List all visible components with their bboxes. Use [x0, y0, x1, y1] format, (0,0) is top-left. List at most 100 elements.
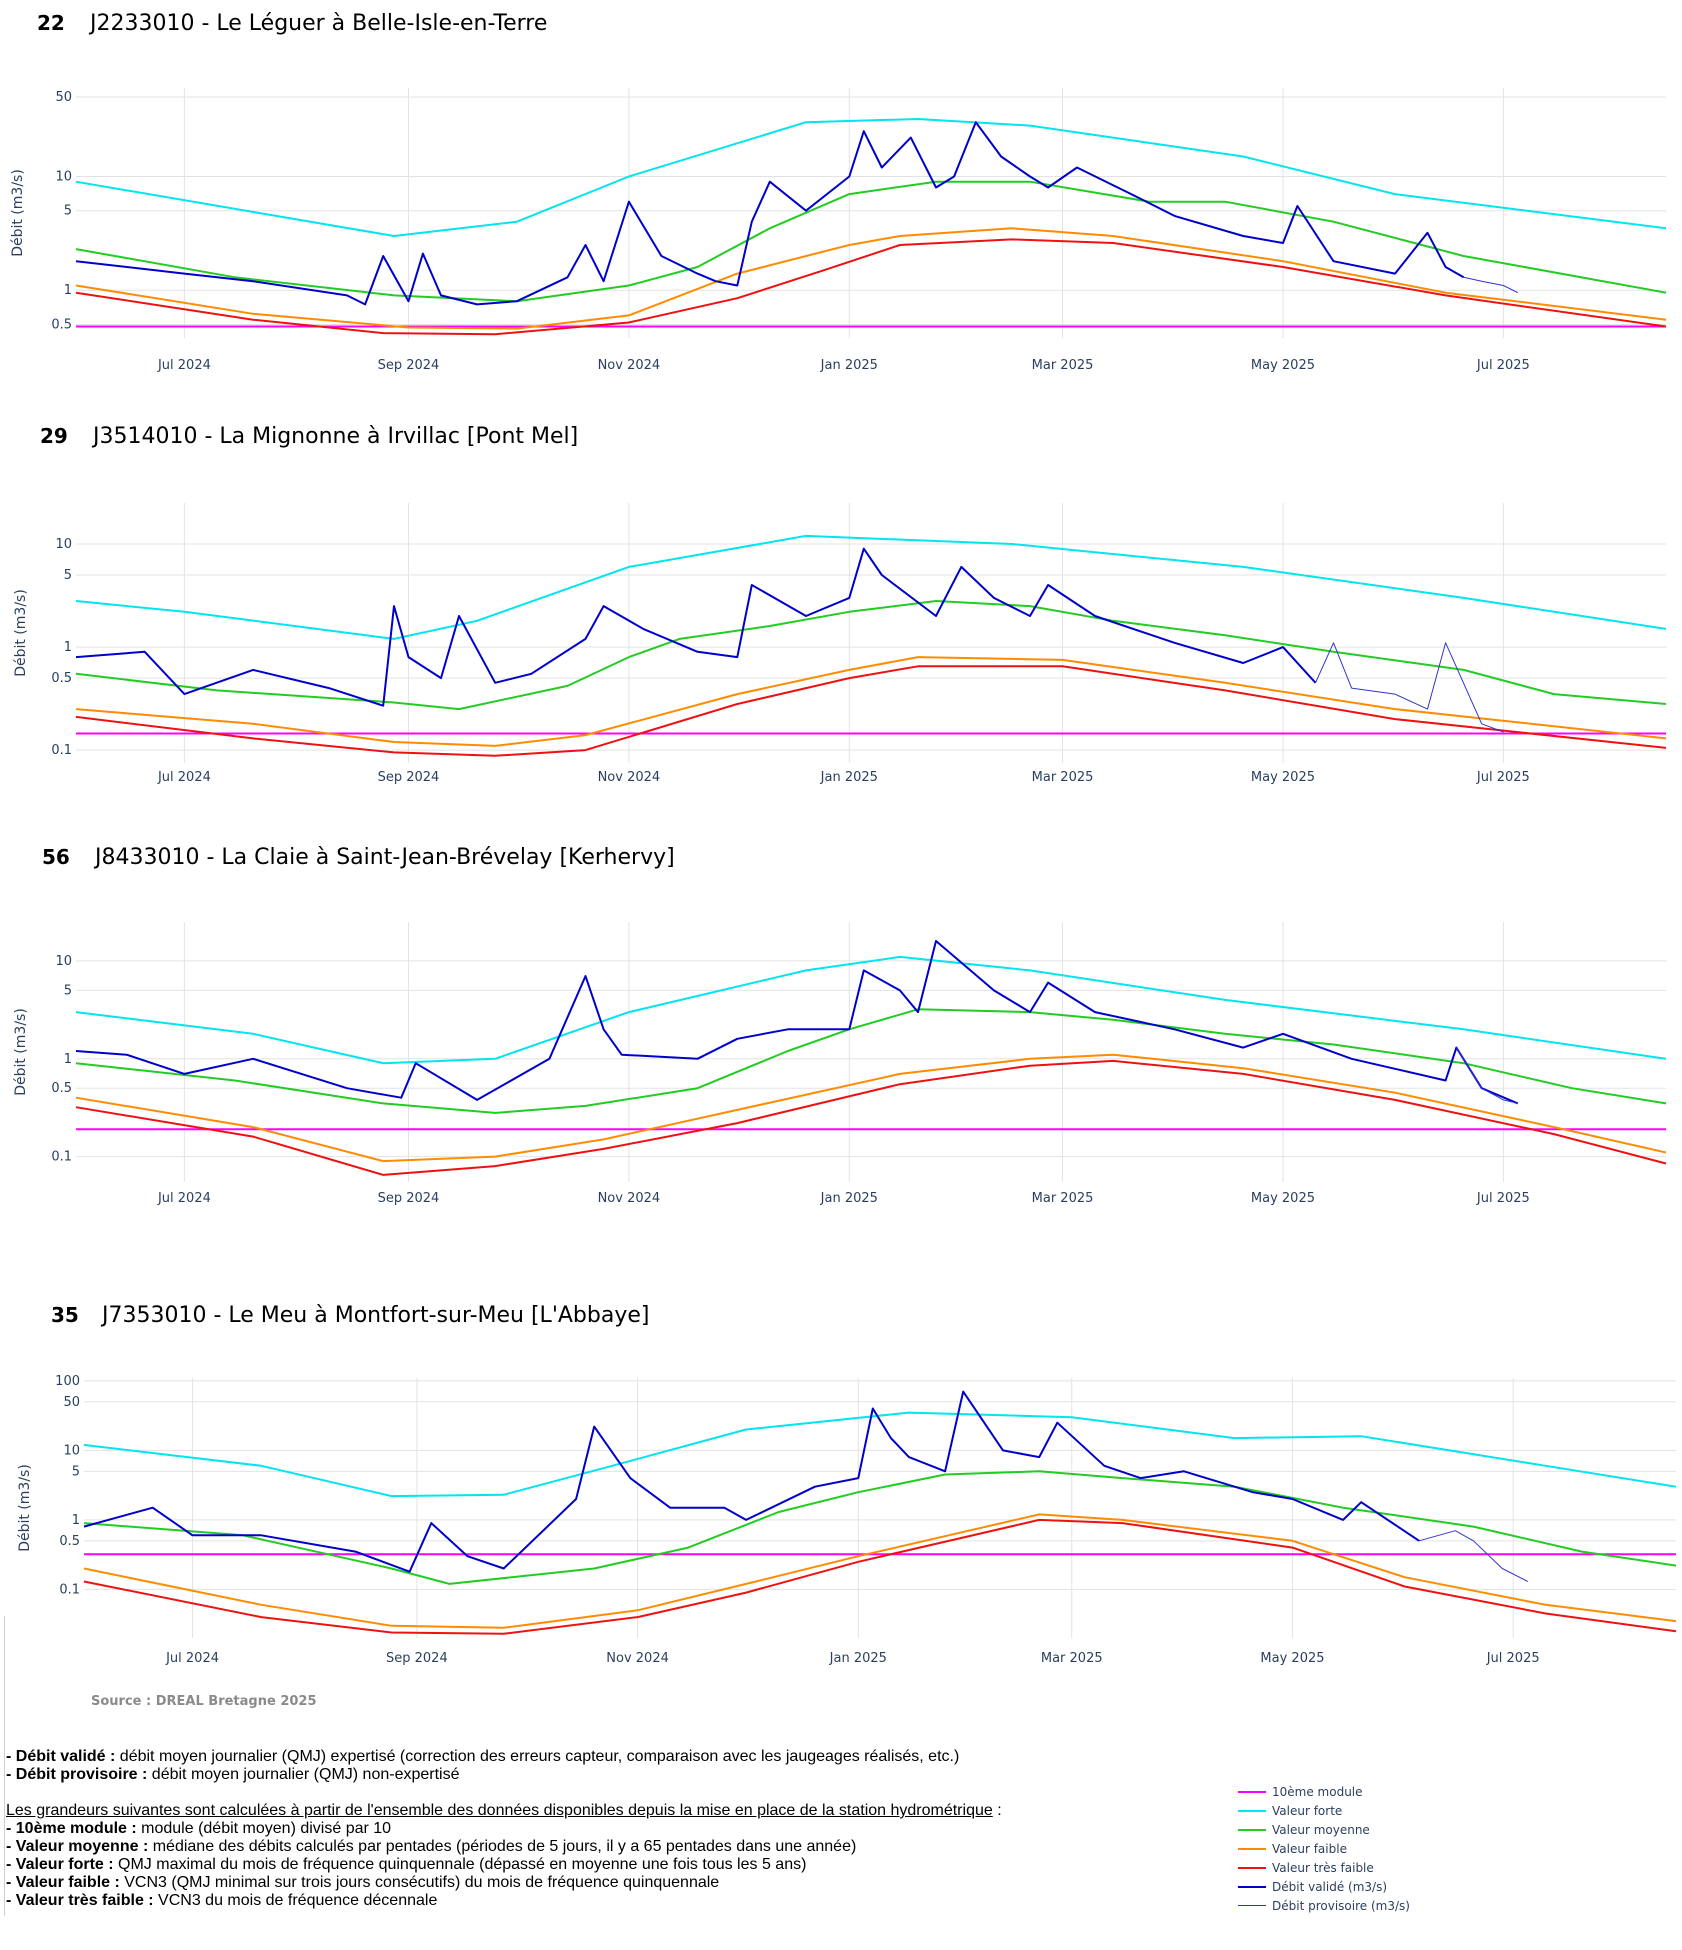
series-line-moyenne — [75, 180, 1667, 303]
legend-swatch-tres-faible — [1238, 1866, 1266, 1869]
legend-label-moyenne: Valeur moyenne — [1272, 1822, 1370, 1837]
series-line-tres_faible — [75, 1059, 1667, 1176]
left-divider — [4, 1616, 5, 1916]
note-module-text: module (débit moyen) divisé par 10 — [136, 1820, 392, 1837]
series-line-provisoire — [1315, 642, 1504, 733]
x-tick-label: Jul 2024 — [157, 770, 211, 785]
legend-label-forte: Valeur forte — [1272, 1803, 1343, 1818]
chart-panel-22: 22 J2233010 - Le Léguer à Belle-Isle-en-T… — [10, 11, 1667, 373]
y-tick-label: 5 — [64, 983, 72, 998]
y-axis-label: Débit (m3/s) — [17, 1464, 33, 1552]
legend-label-provisoire: Débit provisoire (m3/s) — [1272, 1898, 1410, 1913]
chart-dept-number: 22 — [37, 11, 65, 35]
series-line-moyenne — [75, 1008, 1667, 1114]
y-tick-label: 0.1 — [51, 743, 72, 758]
y-tick-label: 0.5 — [51, 1081, 72, 1096]
legend-swatch-moyenne — [1238, 1828, 1266, 1831]
y-tick-label: 0.1 — [51, 1150, 72, 1165]
legend-item-module10[interactable]: 10ème module — [1238, 1782, 1538, 1801]
note-tres-faible: - Valeur très faible : VCN3 du mois de f… — [6, 1892, 1186, 1910]
y-tick-label: 0.5 — [59, 1534, 80, 1549]
x-tick-label: Mar 2025 — [1032, 1191, 1094, 1206]
y-tick-label: 5 — [64, 204, 72, 219]
series-line-valide — [75, 940, 1519, 1105]
note-provisoire-text: débit moyen journalier (QMJ) non-experti… — [147, 1766, 460, 1783]
x-tick-label: Sep 2024 — [386, 1651, 448, 1666]
legend-label-valide: Débit validé (m3/s) — [1272, 1879, 1388, 1894]
series-line-valide — [83, 1390, 1420, 1573]
y-tick-label: 1 — [64, 283, 72, 298]
y-tick-label: 5 — [64, 568, 72, 583]
chart-title: J3514010 - La Mignonne à Irvillac [Pont … — [91, 424, 578, 449]
x-tick-label: May 2025 — [1251, 770, 1315, 785]
series-line-faible — [83, 1513, 1677, 1629]
series-line-forte — [75, 534, 1667, 640]
x-tick-label: Mar 2025 — [1041, 1651, 1103, 1666]
series-line-valide — [75, 547, 1317, 707]
chart-panel-56: 56 J8433010 - La Claie à Saint-Jean-Bréve… — [13, 845, 1667, 1206]
y-axis-label: Débit (m3/s) — [10, 169, 26, 257]
note-forte-text: QMJ maximal du mois de fréquence quinque… — [113, 1856, 807, 1873]
note-intro: Les grandeurs suivantes sont calculées à… — [6, 1802, 1186, 1820]
y-tick-label: 10 — [63, 1443, 80, 1458]
y-tick-label: 0.5 — [51, 671, 72, 686]
note-valide-label: - Débit validé : — [6, 1748, 116, 1765]
x-tick-label: Nov 2024 — [606, 1651, 669, 1666]
x-tick-label: Nov 2024 — [598, 1191, 661, 1206]
note-valide-text: débit moyen journalier (QMJ) expertisé (… — [115, 1748, 960, 1765]
y-tick-label: 1 — [64, 1052, 72, 1067]
note-provisoire-label: - Débit provisoire : — [6, 1766, 148, 1783]
y-tick-label: 0.5 — [51, 317, 72, 332]
legend-label-tres-faible: Valeur très faible — [1272, 1860, 1374, 1875]
note-moyenne-text: médiane des débits calculés par pentades… — [148, 1838, 857, 1855]
legend-item-moyenne[interactable]: Valeur moyenne — [1238, 1820, 1538, 1839]
x-tick-label: Jul 2024 — [157, 1191, 211, 1206]
y-tick-label: 10 — [55, 954, 72, 969]
series-line-tres_faible — [83, 1518, 1677, 1635]
legend-swatch-forte — [1238, 1809, 1266, 1812]
legend-item-valide[interactable]: Débit validé (m3/s) — [1238, 1877, 1538, 1896]
note-module-label: - 10ème module : — [6, 1820, 137, 1837]
series-line-faible — [75, 227, 1667, 330]
x-tick-label: Nov 2024 — [598, 358, 661, 373]
note-faible-text: VCN3 (QMJ minimal sur trois jours conséc… — [119, 1874, 720, 1891]
y-axis-label: Débit (m3/s) — [13, 1008, 29, 1096]
x-tick-label: Sep 2024 — [378, 1191, 440, 1206]
y-tick-label: 1 — [64, 640, 72, 655]
note-forte-label: - Valeur forte : — [6, 1856, 114, 1873]
x-tick-label: Jan 2025 — [820, 358, 878, 373]
note-forte: - Valeur forte : QMJ maximal du mois de … — [6, 1856, 1186, 1874]
x-tick-label: May 2025 — [1251, 358, 1315, 373]
chart-panel-35: 35 J7353010 - Le Meu à Montfort-sur-Meu [… — [17, 1303, 1677, 1666]
note-moyenne-label: - Valeur moyenne : — [6, 1838, 149, 1855]
series-line-tres_faible — [75, 238, 1667, 336]
y-axis-label: Débit (m3/s) — [13, 589, 29, 677]
note-intro-text: Les grandeurs suivantes sont calculées à… — [6, 1802, 993, 1819]
legend-item-provisoire[interactable]: Débit provisoire (m3/s) — [1238, 1896, 1538, 1915]
x-tick-label: Mar 2025 — [1032, 770, 1094, 785]
legend-swatch-faible — [1238, 1847, 1266, 1850]
chart-title: J8433010 - La Claie à Saint-Jean-Brévela… — [93, 845, 675, 870]
y-tick-label: 10 — [55, 537, 72, 552]
legend: 10ème module Valeur forte Valeur moyenne… — [1238, 1782, 1538, 1915]
legend-item-tres-faible[interactable]: Valeur très faible — [1238, 1858, 1538, 1877]
x-tick-label: Jul 2025 — [1476, 358, 1530, 373]
legend-label-module10: 10ème module — [1272, 1784, 1363, 1799]
legend-item-faible[interactable]: Valeur faible — [1238, 1839, 1538, 1858]
note-provisoire: - Débit provisoire : débit moyen journal… — [6, 1766, 1186, 1784]
series-line-moyenne — [75, 600, 1667, 711]
y-tick-label: 50 — [63, 1395, 80, 1410]
x-tick-label: Jan 2025 — [820, 1191, 878, 1206]
x-tick-label: May 2025 — [1260, 1651, 1324, 1666]
series-line-faible — [75, 656, 1667, 747]
series-line-valide — [75, 121, 1465, 306]
hydrograph-panels: 22 J2233010 - Le Léguer à Belle-Isle-en-T… — [10, 11, 1677, 1666]
x-tick-label: Nov 2024 — [598, 770, 661, 785]
x-tick-label: Jan 2025 — [829, 1651, 887, 1666]
chart-title: J2233010 - Le Léguer à Belle-Isle-en-Ter… — [88, 11, 547, 36]
series-line-forte — [75, 955, 1667, 1065]
x-tick-label: Mar 2025 — [1032, 358, 1094, 373]
legend-item-forte[interactable]: Valeur forte — [1238, 1801, 1538, 1820]
x-tick-label: Jan 2025 — [820, 770, 878, 785]
series-line-provisoire — [1455, 1047, 1518, 1104]
